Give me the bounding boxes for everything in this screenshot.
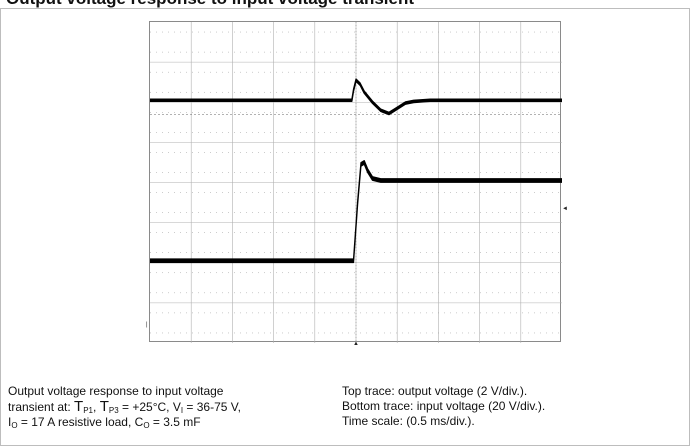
scope-plot (150, 22, 562, 343)
figure-frame (0, 8, 690, 446)
trigger-marker-icon: ▲ (353, 341, 359, 347)
caption-line-1: Output voltage response to input voltage (8, 384, 224, 398)
page-header: Output voltage response to input voltage… (0, 0, 691, 8)
caption-line-3: IO = 17 A resistive load, CO = 3.5 mF (8, 415, 201, 430)
caption-traces: Top trace: output voltage (2 V/div.). Bo… (342, 384, 682, 429)
caption-time-scale: Time scale: (0.5 ms/div.). (342, 414, 475, 428)
left-marker-icon: | (146, 322, 148, 328)
input-voltage-trace (150, 160, 562, 264)
right-marker-icon: ◄ (562, 206, 568, 212)
oscilloscope-screen (149, 21, 562, 343)
caption-top-trace: Top trace: output voltage (2 V/div.). (342, 384, 528, 398)
page-header-text: Output voltage response to input voltage… (6, 0, 414, 8)
caption-bottom-trace: Bottom trace: input voltage (20 V/div.). (342, 399, 546, 413)
caption-line-2: transient at: TP1, TP3 = +25°C, VI = 36-… (8, 398, 241, 415)
caption-conditions: Output voltage response to input voltage… (8, 384, 348, 430)
traces (150, 78, 562, 264)
grid (150, 22, 562, 343)
output-voltage-trace (150, 78, 562, 116)
